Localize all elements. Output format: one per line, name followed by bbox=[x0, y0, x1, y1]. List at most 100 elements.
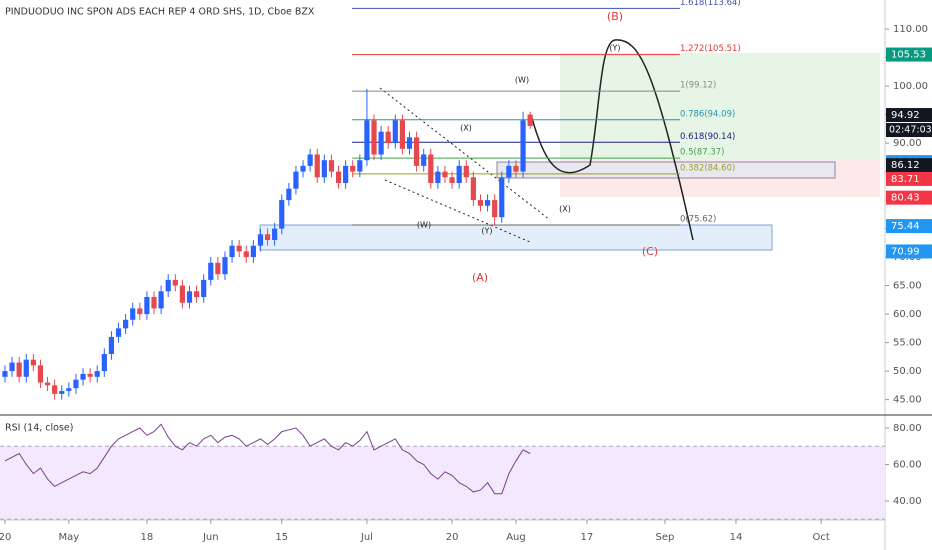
y-tick-label: 90.00 bbox=[893, 138, 922, 149]
candle-body bbox=[456, 165, 462, 183]
x-tick-label: 18 bbox=[141, 532, 154, 543]
y-tick-label: 100.00 bbox=[893, 81, 928, 92]
price-tag-label: 70.99 bbox=[891, 246, 920, 257]
rsi-tick-label: 60.00 bbox=[893, 459, 922, 470]
candle-body bbox=[279, 200, 285, 229]
price-tag-label: 83.71 bbox=[891, 174, 920, 185]
x-tick-label: Sep bbox=[656, 532, 675, 543]
candle-body bbox=[37, 365, 44, 383]
candle-body bbox=[335, 171, 342, 183]
candle-body bbox=[257, 234, 264, 246]
candle-body bbox=[201, 279, 207, 297]
candle-body bbox=[172, 279, 178, 286]
candle-body bbox=[470, 177, 476, 201]
price-tag-label: 105.53 bbox=[891, 50, 926, 61]
candle-body bbox=[343, 165, 349, 183]
rsi-label: RSI (14, close) bbox=[5, 423, 73, 434]
candle-body bbox=[222, 257, 228, 275]
wave-label: (Y) bbox=[481, 227, 492, 236]
x-tick-label: 20 bbox=[446, 532, 459, 543]
candle-body bbox=[442, 171, 448, 178]
candle-body bbox=[73, 379, 79, 389]
candle-body bbox=[30, 359, 36, 366]
candle-body bbox=[293, 171, 299, 189]
y-tick-label: 45.00 bbox=[893, 395, 922, 406]
candle-body bbox=[165, 279, 171, 292]
countdown: 02:47:03 bbox=[889, 125, 932, 136]
candle-body bbox=[321, 160, 327, 178]
candle-body bbox=[264, 234, 271, 240]
x-tick-label: 15 bbox=[275, 532, 288, 543]
price-tag bbox=[886, 171, 932, 186]
wave-label: (X) bbox=[460, 124, 472, 133]
candle-body bbox=[137, 308, 143, 315]
candle-body bbox=[392, 120, 398, 144]
candle-body bbox=[144, 296, 150, 315]
candle-body bbox=[130, 308, 136, 320]
candle-body bbox=[406, 137, 413, 149]
candle-body bbox=[364, 120, 370, 161]
y-tick-label: 110.00 bbox=[893, 24, 928, 35]
candle-body bbox=[179, 285, 185, 303]
x-tick-label: Aug bbox=[506, 532, 526, 543]
candle-body bbox=[520, 120, 526, 172]
fib-label: 0.5(87.37) bbox=[680, 148, 724, 158]
candle-body bbox=[80, 373, 86, 380]
candle-body bbox=[44, 382, 51, 386]
candle-body bbox=[371, 120, 377, 155]
candle-body bbox=[286, 188, 292, 201]
x-tick-label: Oct bbox=[812, 532, 829, 543]
candle-body bbox=[236, 245, 242, 252]
wedge-line bbox=[379, 87, 551, 221]
candle-body bbox=[413, 137, 420, 166]
candle-body bbox=[151, 296, 157, 309]
fib-label: 0(75.62) bbox=[680, 215, 716, 225]
candle-body bbox=[59, 391, 65, 394]
fib-label: 0.382(84.60) bbox=[680, 163, 735, 173]
candle-body bbox=[243, 251, 249, 258]
candle-body bbox=[94, 371, 100, 377]
range-box bbox=[496, 161, 836, 179]
candle-body bbox=[449, 177, 455, 183]
price-tag bbox=[886, 158, 932, 173]
price-tag-label: 75.44 bbox=[891, 221, 920, 232]
rsi-band bbox=[0, 446, 885, 520]
y-tick-label: 60.00 bbox=[893, 309, 922, 320]
price-tag bbox=[886, 190, 932, 205]
y-tick-label: 50.00 bbox=[893, 366, 922, 377]
fib-label: 0.786(94.09) bbox=[680, 109, 735, 119]
candle-body bbox=[477, 200, 484, 206]
y-tick-label: 65.00 bbox=[893, 281, 922, 292]
x-tick-label: 14 bbox=[730, 532, 743, 543]
candle-body bbox=[108, 336, 115, 355]
candle-body bbox=[378, 131, 384, 155]
projection-curve bbox=[531, 39, 694, 241]
candle-body bbox=[115, 328, 122, 337]
x-tick-label: May bbox=[58, 532, 79, 543]
candle-body bbox=[350, 165, 356, 172]
candle-body bbox=[463, 165, 469, 178]
candle-body bbox=[101, 354, 107, 372]
candle-body bbox=[421, 154, 427, 166]
wave-label: (W) bbox=[515, 76, 529, 85]
price-tag-label: 94.92 bbox=[891, 110, 920, 121]
x-tick-label: 17 bbox=[581, 532, 594, 543]
x-tick-label: Jul bbox=[360, 532, 373, 543]
candle-body bbox=[399, 120, 406, 149]
candle-body bbox=[385, 131, 391, 144]
candle-body bbox=[492, 200, 498, 218]
candle-body bbox=[16, 362, 22, 377]
fib-label: 1.618(113.64) bbox=[680, 0, 741, 8]
candle-body bbox=[307, 154, 313, 166]
rsi-tick-label: 40.00 bbox=[893, 496, 922, 507]
candle-body bbox=[9, 362, 15, 372]
candle-body bbox=[52, 385, 58, 394]
candle-body bbox=[314, 154, 320, 178]
support-box bbox=[259, 224, 773, 251]
x-tick-label: Jun bbox=[202, 532, 219, 543]
candle-body bbox=[250, 245, 256, 258]
y-tick-label: 55.00 bbox=[893, 338, 922, 349]
price-tag-label: 80.43 bbox=[891, 193, 920, 204]
fib-label: 0.618(90.14) bbox=[680, 132, 735, 142]
price-tag bbox=[886, 244, 932, 259]
